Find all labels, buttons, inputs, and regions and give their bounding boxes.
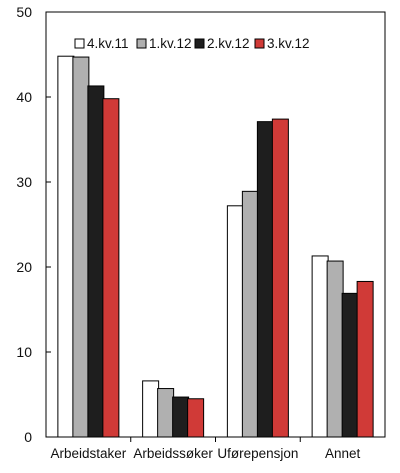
category-labels: Arbeidstaker Arbeidssøker Uførepensjon Anne… xyxy=(50,446,360,461)
bar xyxy=(356,280,374,438)
y-tick-label: 30 xyxy=(16,174,32,190)
legend-swatch xyxy=(194,38,205,49)
category-label: Arbeidssøker xyxy=(133,446,213,461)
legend-label: 2.kv.12 xyxy=(207,36,250,51)
axes xyxy=(45,11,386,442)
bar xyxy=(87,85,105,438)
bar xyxy=(102,98,120,438)
bar xyxy=(142,380,160,438)
y-tick-label: 40 xyxy=(16,89,32,105)
category-label: Uførepensjon xyxy=(217,446,298,461)
bar xyxy=(57,55,75,438)
category-label: Annet xyxy=(325,446,361,461)
bar xyxy=(172,396,190,438)
bar xyxy=(226,205,244,438)
bar xyxy=(157,388,175,438)
legend-label: 1.kv.12 xyxy=(149,36,192,51)
legend-swatch xyxy=(254,38,265,49)
bar xyxy=(241,190,259,438)
y-tick-label: 0 xyxy=(24,429,32,445)
y-tick-label: 10 xyxy=(16,344,32,360)
legend-swatch xyxy=(74,38,85,49)
y-tick-label: 50 xyxy=(16,4,32,20)
bar xyxy=(187,398,205,438)
legend: 4.kv.11 1.kv.12 2.kv.12 3.kv.12 xyxy=(74,36,310,51)
y-tick-label: 20 xyxy=(16,259,32,275)
legend-label: 3.kv.12 xyxy=(267,36,310,51)
y-ticks: 0 10 20 30 40 50 xyxy=(16,4,51,445)
bar xyxy=(271,118,289,438)
bar xyxy=(72,56,90,438)
bar xyxy=(341,292,359,438)
bar xyxy=(311,255,329,438)
bar xyxy=(256,121,274,438)
legend-label: 4.kv.11 xyxy=(87,36,129,51)
category-label: Arbeidstaker xyxy=(50,446,126,461)
legend-swatch xyxy=(136,38,147,49)
bar xyxy=(326,260,344,438)
bars xyxy=(57,55,374,438)
